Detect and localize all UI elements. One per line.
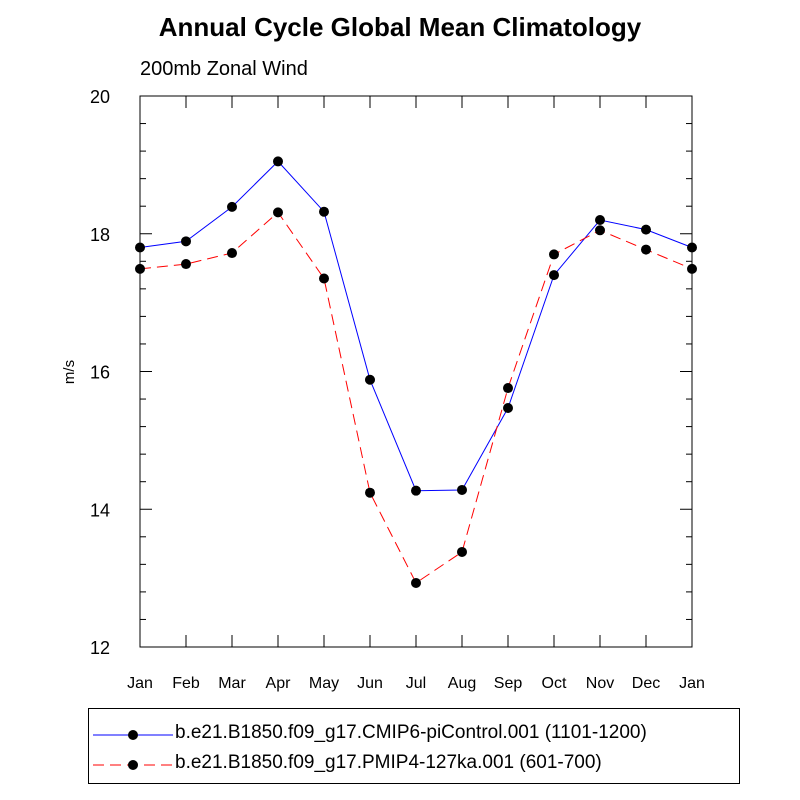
- x-tick-label: Oct: [542, 675, 567, 692]
- data-point-series-2: [273, 207, 283, 218]
- data-point-series-1: [365, 374, 375, 385]
- data-point-series-2: [595, 225, 605, 236]
- data-point-series-1: [273, 156, 283, 167]
- y-tick-label: 14: [90, 500, 110, 520]
- legend-label: b.e21.B1850.f09_g17.CMIP6-piControl.001 …: [175, 722, 647, 743]
- data-point-series-1: [503, 403, 513, 414]
- x-tick-label: Sep: [494, 675, 523, 692]
- plot-area: [139, 95, 693, 648]
- data-point-series-1: [227, 201, 237, 212]
- legend: b.e21.B1850.f09_g17.CMIP6-piControl.001 …: [88, 708, 740, 784]
- data-point-series-2: [457, 546, 467, 557]
- legend-swatch-dashed: [93, 760, 173, 770]
- data-point-series-1: [641, 224, 651, 235]
- data-point-series-2: [365, 487, 375, 498]
- x-tick-label: Jun: [357, 675, 383, 692]
- chart-subtitle: 200mb Zonal Wind: [140, 58, 308, 80]
- y-tick-label: 16: [90, 363, 110, 383]
- series-line-1: [139, 160, 693, 492]
- data-point-series-2: [503, 383, 513, 394]
- data-point-series-1: [319, 206, 329, 217]
- x-tick-label: Aug: [448, 675, 476, 692]
- legend-label: b.e21.B1850.f09_g17.PMIP4-127ka.001 (601…: [175, 752, 602, 773]
- series-line-2: [139, 211, 693, 584]
- data-point-series-2: [411, 577, 421, 588]
- x-tick-label: Mar: [218, 675, 246, 692]
- data-point-series-1: [181, 236, 191, 247]
- x-tick-label: Jan: [127, 675, 153, 692]
- x-tick-label: Feb: [172, 675, 200, 692]
- y-tick-label: 20: [90, 87, 110, 107]
- x-tick-label: May: [309, 675, 339, 692]
- legend-swatch-solid: [93, 730, 173, 740]
- legend-entry: b.e21.B1850.f09_g17.CMIP6-piControl.001 …: [89, 717, 739, 753]
- legend-entry: b.e21.B1850.f09_g17.PMIP4-127ka.001 (601…: [89, 747, 739, 783]
- data-point-series-2: [549, 249, 559, 260]
- data-point-series-2: [181, 259, 191, 270]
- data-point-series-1: [411, 485, 421, 496]
- x-tick-label: Apr: [266, 675, 292, 692]
- data-point-series-1: [457, 484, 467, 495]
- data-point-series-2: [319, 273, 329, 284]
- x-tick-label: Jul: [406, 675, 426, 692]
- data-point-series-1: [549, 270, 559, 281]
- x-tick-label: Nov: [586, 675, 614, 692]
- data-point-series-1: [595, 214, 605, 225]
- data-point-series-2: [227, 248, 237, 259]
- x-tick-label: Jan: [679, 675, 705, 692]
- y-tick-label: 18: [90, 225, 110, 245]
- y-axis-label: m/s: [61, 360, 78, 384]
- data-point-series-2: [641, 244, 651, 255]
- y-tick-label: 12: [90, 638, 110, 658]
- chart-title: Annual Cycle Global Mean Climatology: [158, 12, 642, 42]
- x-tick-label: Dec: [632, 675, 660, 692]
